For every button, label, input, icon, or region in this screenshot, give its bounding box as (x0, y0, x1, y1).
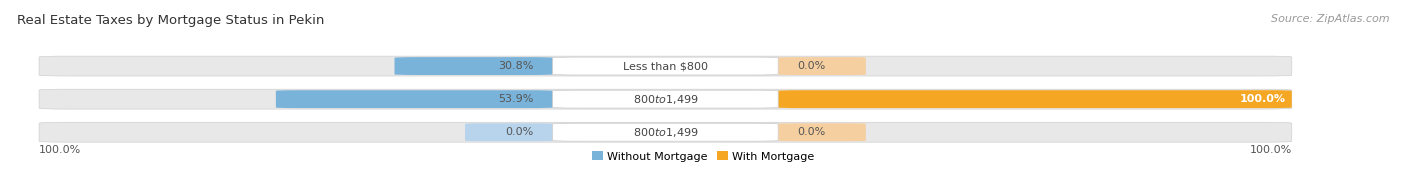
Text: $800 to $1,499: $800 to $1,499 (633, 93, 699, 106)
FancyBboxPatch shape (778, 123, 866, 141)
Text: 53.9%: 53.9% (499, 94, 534, 104)
Text: Real Estate Taxes by Mortgage Status in Pekin: Real Estate Taxes by Mortgage Status in … (17, 14, 325, 27)
Text: 100.0%: 100.0% (1250, 145, 1292, 155)
Text: $800 to $1,499: $800 to $1,499 (633, 126, 699, 139)
FancyBboxPatch shape (778, 90, 1292, 108)
FancyBboxPatch shape (395, 57, 553, 75)
FancyBboxPatch shape (276, 90, 553, 108)
Text: 30.8%: 30.8% (499, 61, 534, 71)
Text: 0.0%: 0.0% (797, 127, 825, 137)
FancyBboxPatch shape (553, 123, 778, 141)
Text: Less than $800: Less than $800 (623, 61, 709, 71)
FancyBboxPatch shape (553, 57, 778, 75)
Text: 100.0%: 100.0% (39, 145, 82, 155)
FancyBboxPatch shape (39, 89, 1292, 109)
Text: 0.0%: 0.0% (797, 61, 825, 71)
FancyBboxPatch shape (553, 90, 778, 108)
FancyBboxPatch shape (778, 57, 866, 75)
FancyBboxPatch shape (465, 123, 553, 141)
FancyBboxPatch shape (39, 122, 1292, 142)
Legend: Without Mortgage, With Mortgage: Without Mortgage, With Mortgage (588, 147, 818, 166)
Text: Source: ZipAtlas.com: Source: ZipAtlas.com (1271, 14, 1389, 24)
Text: 100.0%: 100.0% (1240, 94, 1285, 104)
FancyBboxPatch shape (39, 56, 1292, 76)
Text: 0.0%: 0.0% (506, 127, 534, 137)
